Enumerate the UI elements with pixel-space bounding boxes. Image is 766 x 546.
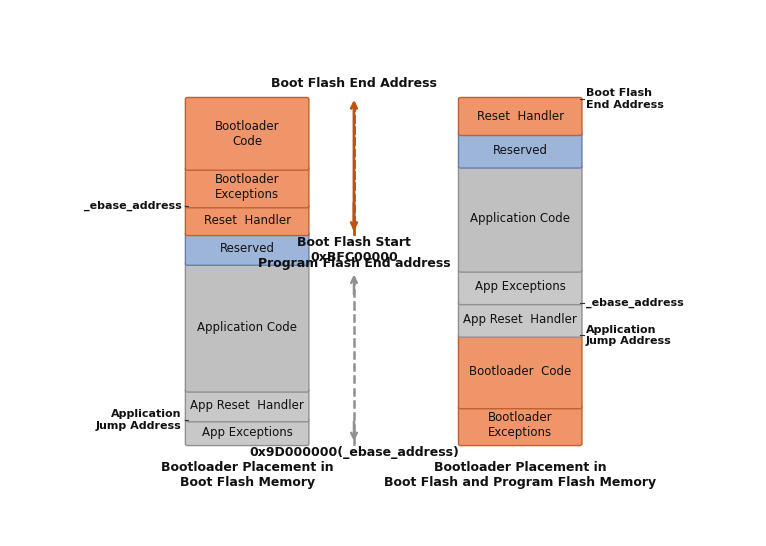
Text: App Exceptions: App Exceptions bbox=[475, 280, 565, 293]
Text: Reset  Handler: Reset Handler bbox=[476, 110, 564, 123]
Text: Reset  Handler: Reset Handler bbox=[204, 213, 290, 227]
FancyBboxPatch shape bbox=[185, 98, 309, 170]
Text: Application Code: Application Code bbox=[197, 321, 297, 334]
Text: _ebase_address: _ebase_address bbox=[585, 298, 683, 308]
FancyBboxPatch shape bbox=[185, 232, 309, 265]
FancyBboxPatch shape bbox=[185, 389, 309, 422]
Text: App Exceptions: App Exceptions bbox=[201, 425, 293, 438]
FancyBboxPatch shape bbox=[185, 262, 309, 392]
FancyBboxPatch shape bbox=[185, 204, 309, 235]
Text: Bootloader Placement in
Boot Flash Memory: Bootloader Placement in Boot Flash Memor… bbox=[161, 461, 333, 489]
Text: 0x9D000000(_ebase_address): 0x9D000000(_ebase_address) bbox=[249, 446, 459, 459]
FancyBboxPatch shape bbox=[185, 167, 309, 208]
FancyBboxPatch shape bbox=[459, 132, 582, 168]
Text: Boot Flash
End Address: Boot Flash End Address bbox=[585, 88, 663, 110]
Text: Bootloader  Code: Bootloader Code bbox=[469, 365, 571, 378]
Text: App Reset  Handler: App Reset Handler bbox=[190, 399, 304, 412]
Text: Boot Flash Start
0xBFC00000: Boot Flash Start 0xBFC00000 bbox=[297, 236, 411, 264]
FancyBboxPatch shape bbox=[459, 165, 582, 272]
FancyBboxPatch shape bbox=[459, 301, 582, 337]
Text: Application
Jump Address: Application Jump Address bbox=[585, 325, 671, 346]
Text: Bootloader
Exceptions: Bootloader Exceptions bbox=[488, 412, 552, 440]
FancyBboxPatch shape bbox=[185, 418, 309, 446]
FancyBboxPatch shape bbox=[459, 334, 582, 409]
Text: _ebase_address: _ebase_address bbox=[84, 201, 182, 211]
Text: Bootloader
Code: Bootloader Code bbox=[214, 120, 280, 148]
Text: App Reset  Handler: App Reset Handler bbox=[463, 313, 577, 326]
FancyBboxPatch shape bbox=[459, 405, 582, 446]
FancyBboxPatch shape bbox=[459, 269, 582, 305]
Text: Bootloader
Exceptions: Bootloader Exceptions bbox=[214, 173, 280, 201]
Text: Application Code: Application Code bbox=[470, 212, 570, 225]
FancyBboxPatch shape bbox=[459, 98, 582, 135]
Text: Bootloader Placement in
Boot Flash and Program Flash Memory: Bootloader Placement in Boot Flash and P… bbox=[384, 461, 656, 489]
Text: Reserved: Reserved bbox=[220, 242, 275, 255]
Text: Program Flash End address: Program Flash End address bbox=[257, 257, 450, 270]
Text: Boot Flash End Address: Boot Flash End Address bbox=[271, 77, 437, 90]
Text: Application
Jump Address: Application Jump Address bbox=[96, 410, 182, 431]
Text: Reserved: Reserved bbox=[493, 144, 548, 157]
